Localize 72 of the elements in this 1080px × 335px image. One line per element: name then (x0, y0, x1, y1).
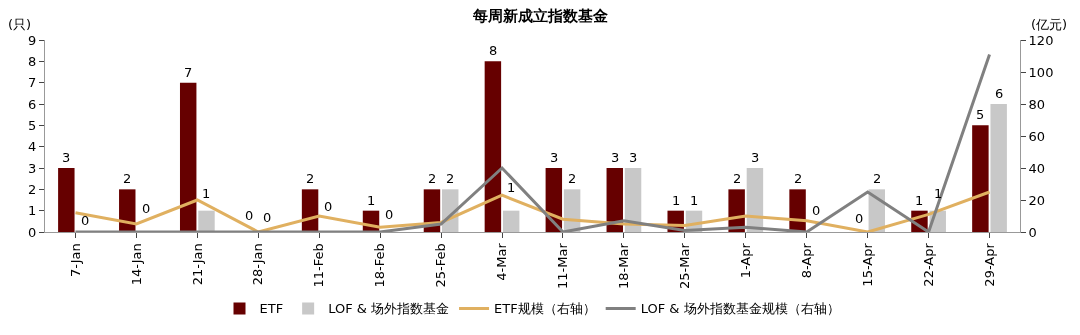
y2-tick-label: 100 (1028, 64, 1054, 80)
data-label: 3 (611, 150, 620, 165)
x-tick-label: 25-Mar (677, 242, 693, 289)
y-tick-label: 2 (28, 181, 37, 197)
legend-label: LOF & 场外指数基金 (328, 301, 450, 317)
legend-label: ETF规模（右轴） (494, 301, 596, 317)
y-tick-label: 5 (28, 117, 37, 133)
data-label: 5 (976, 107, 985, 122)
data-label: 0 (324, 199, 333, 214)
data-label: 3 (751, 150, 760, 165)
y-axis-title: (只) (8, 17, 32, 32)
data-label: 0 (385, 207, 394, 222)
y-tick-label: 3 (28, 160, 37, 176)
data-label: 7 (184, 65, 193, 80)
y2-tick-label: 0 (1028, 224, 1037, 240)
y2-tick-label: 60 (1028, 128, 1046, 144)
y-tick-label: 9 (28, 32, 37, 48)
data-label: 2 (446, 171, 455, 186)
x-tick-label: 29-Apr (981, 242, 997, 287)
data-label: 2 (794, 171, 803, 186)
data-label: 0 (812, 203, 821, 218)
data-label: 2 (733, 171, 742, 186)
data-label: 1 (934, 186, 943, 201)
y-tick-label: 7 (28, 75, 37, 91)
y-tick-label: 0 (28, 224, 37, 240)
data-label: 0 (81, 213, 90, 228)
data-label: 3 (550, 150, 559, 165)
data-label: 8 (489, 43, 498, 58)
data-label: 1 (915, 193, 924, 208)
data-label: 3 (62, 150, 71, 165)
x-tick-label: 18-Feb (372, 243, 388, 288)
data-label: 1 (690, 193, 699, 208)
legend-label: ETF (259, 301, 284, 317)
y2-tick-label: 120 (1028, 32, 1054, 48)
data-label: 1 (672, 193, 681, 208)
x-tick-label: 8-Apr (798, 242, 814, 279)
x-tick-label: 22-Apr (920, 242, 936, 287)
chart-title: 每周新成立指数基金 (471, 6, 608, 25)
y2-tick-label: 40 (1028, 160, 1046, 176)
data-label: 0 (263, 210, 272, 225)
data-label: 0 (142, 201, 151, 216)
y-tick-label: 4 (28, 139, 37, 155)
y-tick-label: 8 (28, 53, 37, 69)
data-label: 3 (629, 150, 638, 165)
data-label: 1 (367, 193, 376, 208)
y-tick-label: 1 (28, 203, 37, 219)
data-label: 2 (873, 171, 882, 186)
x-tick-label: 11-Feb (311, 243, 327, 288)
legend-label: LOF & 场外指数基金规模（右轴） (640, 301, 840, 317)
data-label: 2 (428, 171, 437, 186)
x-tick-label: 14-Jan (128, 243, 144, 286)
x-tick-label: 4-Mar (494, 242, 510, 281)
y2-axis-title: (亿元) (1031, 17, 1068, 32)
data-label: 1 (507, 180, 516, 195)
data-label: 6 (995, 86, 1004, 101)
x-tick-label: 28-Jan (250, 243, 266, 286)
y-tick-label: 6 (28, 96, 37, 112)
y2-tick-label: 20 (1028, 192, 1046, 208)
data-label: 2 (568, 171, 577, 186)
data-label: 0 (245, 208, 254, 223)
x-tick-label: 11-Mar (555, 242, 571, 289)
data-label: 1 (202, 186, 211, 201)
x-tick-label: 7-Jan (67, 243, 83, 277)
x-tick-label: 21-Jan (189, 243, 205, 286)
x-tick-label: 15-Apr (859, 242, 875, 287)
data-label: 2 (306, 171, 315, 186)
x-tick-label: 25-Feb (433, 243, 449, 288)
y2-tick-label: 80 (1028, 96, 1046, 112)
x-tick-label: 1-Apr (738, 242, 754, 279)
data-label: 2 (123, 171, 132, 186)
data-label: 0 (855, 211, 864, 226)
x-tick-label: 18-Mar (616, 242, 632, 289)
